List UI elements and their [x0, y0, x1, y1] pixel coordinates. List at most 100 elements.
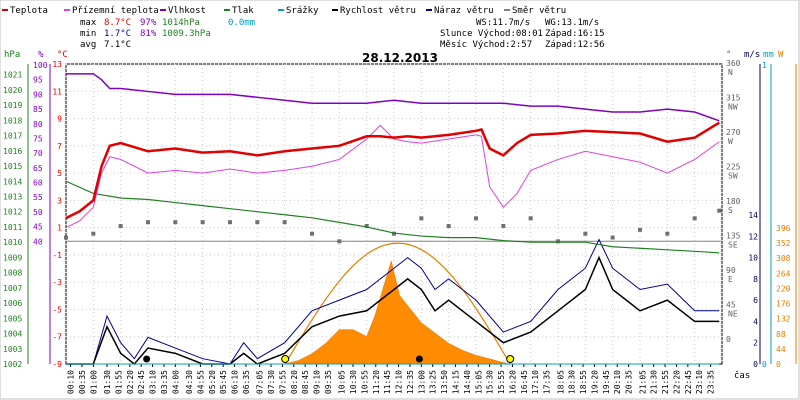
- x-tick-label: 23:35: [707, 370, 716, 394]
- unit-mm: mm: [763, 50, 774, 60]
- humidity-tick: 60: [33, 179, 43, 188]
- pressure-tick: 1020: [3, 86, 22, 95]
- wind-direction-point: [638, 227, 642, 232]
- x-tick-label: 01:30: [103, 370, 112, 394]
- stats-min-temp: 1.7°C: [104, 29, 131, 39]
- x-tick-label: 00:35: [78, 370, 87, 394]
- info-sun-set: Západ:16:15: [545, 29, 605, 39]
- unit-pct: %: [38, 50, 44, 60]
- stats-max-hum: 97%: [140, 18, 157, 28]
- x-tick-label: 08:20: [290, 370, 299, 394]
- temperature-tick: 9: [57, 115, 62, 124]
- solar-tick: 308: [776, 254, 791, 263]
- stats-max-label: max: [80, 18, 97, 28]
- humidity-tick: 100: [33, 61, 48, 70]
- x-tick-label: 22:20: [672, 370, 681, 394]
- x-tick-label: 09:10: [313, 370, 322, 394]
- stats-max-temp: 8.7°C: [104, 18, 131, 28]
- x-tick-label: 17:10: [531, 370, 540, 394]
- x-tick-label: 13:50: [440, 370, 449, 394]
- x-tick-label: 02:20: [126, 370, 135, 394]
- wind-direction-point: [146, 220, 150, 225]
- direction-tick: 360: [726, 59, 741, 68]
- direction-name: NE: [728, 310, 738, 319]
- x-tick-label: 04:55: [196, 370, 205, 394]
- wind-direction-point: [173, 220, 178, 225]
- wind-direction-point: [474, 216, 478, 221]
- x-tick-label: 05:45: [219, 370, 228, 394]
- pressure-tick: 1016: [3, 147, 22, 156]
- pressure-tick: 1014: [3, 177, 22, 186]
- unit-time: čas: [734, 370, 750, 381]
- wind-direction-point: [528, 216, 533, 221]
- solar-tick: 88: [776, 330, 786, 339]
- x-tick-label: 06:35: [242, 370, 251, 394]
- temperature-tick: -9: [52, 360, 62, 369]
- legend-label: Přízemní teplota: [72, 6, 159, 16]
- pressure-tick: 1002: [3, 360, 22, 369]
- wind-direction-point: [610, 235, 615, 240]
- x-tick-label: 17:35: [543, 370, 552, 394]
- x-tick-label: 13:00: [417, 370, 426, 394]
- wind-tick: 14: [748, 211, 758, 220]
- pressure-tick: 1006: [3, 299, 22, 308]
- direction-tick: 0: [726, 335, 731, 344]
- direction-name: N: [728, 68, 733, 77]
- x-tick-label: 19:20: [590, 370, 599, 394]
- x-tick-label: 21:05: [638, 370, 647, 394]
- direction-tick: 90: [726, 266, 736, 275]
- direction-tick: 45: [726, 301, 736, 310]
- x-axis: 00:10 00:35 01:00 01:30 01:55 02:20 02:45 03:10…: [67, 364, 716, 394]
- x-tick-label: 15:05: [474, 370, 483, 394]
- sunrise-marker: [281, 355, 290, 363]
- x-tick-label: 04:30: [185, 370, 194, 394]
- temperature-tick: 3: [57, 196, 62, 205]
- humidity-tick: 85: [33, 105, 43, 114]
- humidity-tick: 80: [33, 120, 43, 129]
- wind-direction-point: [501, 224, 506, 228]
- wind-direction-point: [583, 231, 588, 236]
- x-tick-label: 12:35: [406, 370, 415, 394]
- temperature-line: [65, 121, 720, 220]
- x-tick-label: 04:00: [171, 370, 180, 394]
- direction-tick: 180: [726, 197, 741, 206]
- x-tick-label: 20:35: [625, 370, 634, 394]
- humidity-tick: 75: [33, 134, 43, 143]
- wind-direction-point: [717, 208, 722, 213]
- pressure-tick: 1021: [3, 71, 22, 80]
- temperature-tick: 7: [57, 142, 62, 151]
- x-tick-label: 14:15: [452, 370, 461, 394]
- wind-tick: 4: [753, 317, 758, 326]
- temperature-tick: 11: [52, 87, 62, 96]
- unit-degc: °C: [57, 50, 68, 60]
- wind-direction-point: [419, 216, 424, 221]
- info-moon-set: Západ:12:56: [545, 40, 605, 50]
- x-tick-label: 10:55: [360, 370, 369, 394]
- x-tick-label: 21:55: [661, 370, 670, 394]
- legend-label: Teplota: [10, 6, 48, 16]
- x-tick-label: 21:30: [650, 370, 659, 394]
- x-tick-label: 09:35: [324, 370, 333, 394]
- x-tick-label: 18:30: [568, 370, 577, 394]
- x-tick-label: 03:35: [160, 370, 169, 394]
- x-tick-label: 08:45: [301, 370, 310, 394]
- moonrise-marker: [143, 355, 151, 363]
- moonset-marker: [415, 355, 423, 363]
- x-tick-label: 15:55: [497, 370, 506, 394]
- x-tick-label: 12:10: [395, 370, 404, 394]
- direction-tick: 135: [726, 232, 741, 241]
- direction-name: NW: [728, 103, 738, 112]
- x-tick-label: 06:10: [231, 370, 240, 394]
- left-axes: 1002100310041005100610071008100910101011…: [3, 60, 62, 369]
- pressure-tick: 1019: [3, 101, 22, 110]
- temperature-tick: 5: [57, 169, 62, 178]
- pressure-tick: 1017: [3, 132, 22, 141]
- ground-temperature-line: [65, 124, 720, 229]
- x-tick-label: 07:05: [256, 370, 265, 394]
- pressure-tick: 1003: [3, 345, 22, 354]
- legend-label: Tlak: [232, 6, 254, 16]
- wind-direction-point: [446, 224, 451, 228]
- wind-direction-point: [556, 239, 560, 244]
- x-tick-label: 22:45: [684, 370, 693, 394]
- humidity-tick: 90: [33, 90, 43, 99]
